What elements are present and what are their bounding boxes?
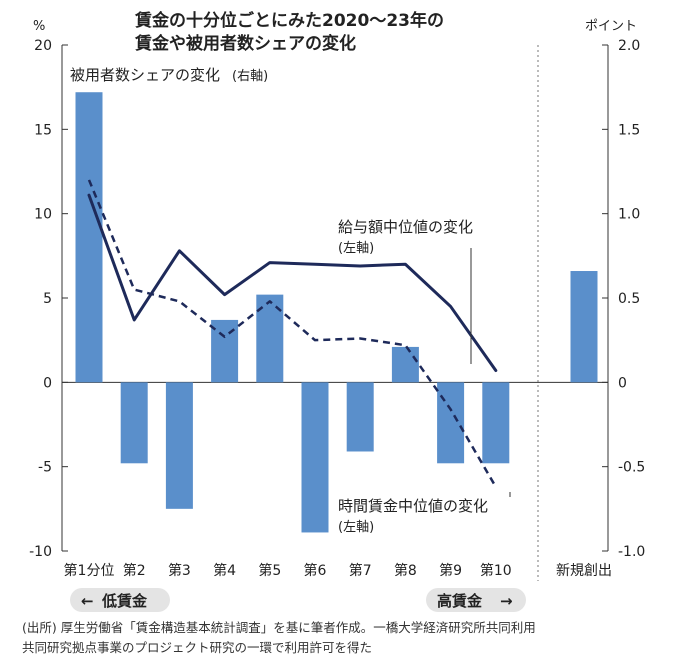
x-label-3: 第3 (168, 562, 191, 579)
left-axis-unit: % (33, 19, 45, 34)
x-label-7: 第7 (349, 562, 372, 579)
source-note-line-2: 共同研究拠点事業のプロジェクト研究の一環で利用許可を得た (22, 640, 373, 655)
bar-series-axis-note: (右軸) (232, 69, 268, 84)
dashed-line-label: 時間賃金中位値の変化 (338, 497, 488, 515)
left-tick-label: -5 (38, 460, 52, 476)
axes (61, 44, 609, 581)
high-wage-label: 高賃金 (437, 592, 483, 610)
x-label-5: 第5 (258, 562, 281, 579)
right-tick-label: 0 (618, 375, 627, 391)
right-axis-ticks: 2.0 1.5 1.0 0.5 0 -0.5 -1.0 (618, 38, 645, 560)
x-label-6: 第6 (304, 562, 327, 579)
x-label-10: 第10 (480, 562, 512, 579)
x-label-1: 第1分位 (64, 562, 115, 579)
dashed-line-series (87, 179, 497, 488)
dashed-line-axis-note: (左軸) (338, 520, 374, 535)
lines (87, 179, 498, 488)
left-tick-label: 0 (43, 375, 52, 391)
x-label-9: 第9 (439, 562, 462, 579)
low-wage-pill: ← 低賃金 (70, 588, 170, 612)
low-wage-arrow: ← (81, 592, 94, 610)
right-axis-unit: ポイント (585, 19, 637, 34)
left-tick-label: 20 (34, 38, 52, 54)
chart: 賃金の十分位ごとにみた2020～23年の 賃金や被用者数シェアの変化 % ポイン… (29, 10, 645, 612)
bar-7 (346, 382, 374, 452)
bars (75, 92, 598, 533)
bar-6 (301, 382, 329, 533)
chart-title-line-2: 賃金や被用者数シェアの変化 (134, 33, 356, 54)
left-tick-label: 10 (34, 207, 52, 223)
high-wage-arrow: → (500, 592, 513, 610)
bar-new-creation (570, 271, 598, 383)
x-label-4: 第4 (213, 562, 236, 579)
bar-3 (165, 382, 193, 509)
source-note-line-1: (出所) 厚生労働省「賃金構造基本統計調査」を基に筆者作成。一橋大学経済研究所共… (22, 620, 536, 635)
left-tick-label: -10 (29, 544, 52, 560)
bar-8 (391, 346, 419, 383)
left-tick-label: 5 (43, 291, 52, 307)
x-label-2: 第2 (123, 562, 146, 579)
right-tick-label: 1.5 (618, 122, 640, 138)
right-tick-label: -1.0 (618, 544, 645, 560)
bar-1 (75, 92, 103, 383)
left-tick-label: 15 (34, 122, 52, 138)
solid-line-axis-note: (左軸) (338, 241, 374, 256)
right-tick-label: 1.0 (618, 207, 640, 223)
solid-line-series (87, 193, 498, 373)
chart-title-line-1: 賃金の十分位ごとにみた2020～23年の (134, 10, 444, 31)
bar-2 (120, 382, 148, 464)
bar-series-label: 被用者数シェアの変化 (70, 66, 220, 84)
bar-9 (437, 382, 465, 464)
bar-10 (482, 382, 510, 464)
x-label-8: 第8 (394, 562, 417, 579)
right-tick-label: 0.5 (618, 291, 640, 307)
right-tick-label: 2.0 (618, 38, 640, 54)
right-tick-label: -0.5 (618, 460, 645, 476)
x-axis-labels: 第1分位 第2 第3 第4 第5 第6 第7 第8 第9 第10 新規創出 (64, 562, 612, 579)
x-label-new-creation: 新規創出 (556, 563, 612, 579)
low-wage-label: 低賃金 (101, 592, 148, 610)
source-note: (出所) 厚生労働省「賃金構造基本統計調査」を基に筆者作成。一橋大学経済研究所共… (22, 618, 672, 658)
left-axis-ticks: 20 15 10 5 0 -5 -10 (29, 38, 52, 560)
solid-line-label: 給与額中位値の変化 (338, 218, 473, 236)
high-wage-pill: 高賃金 → (426, 588, 526, 612)
